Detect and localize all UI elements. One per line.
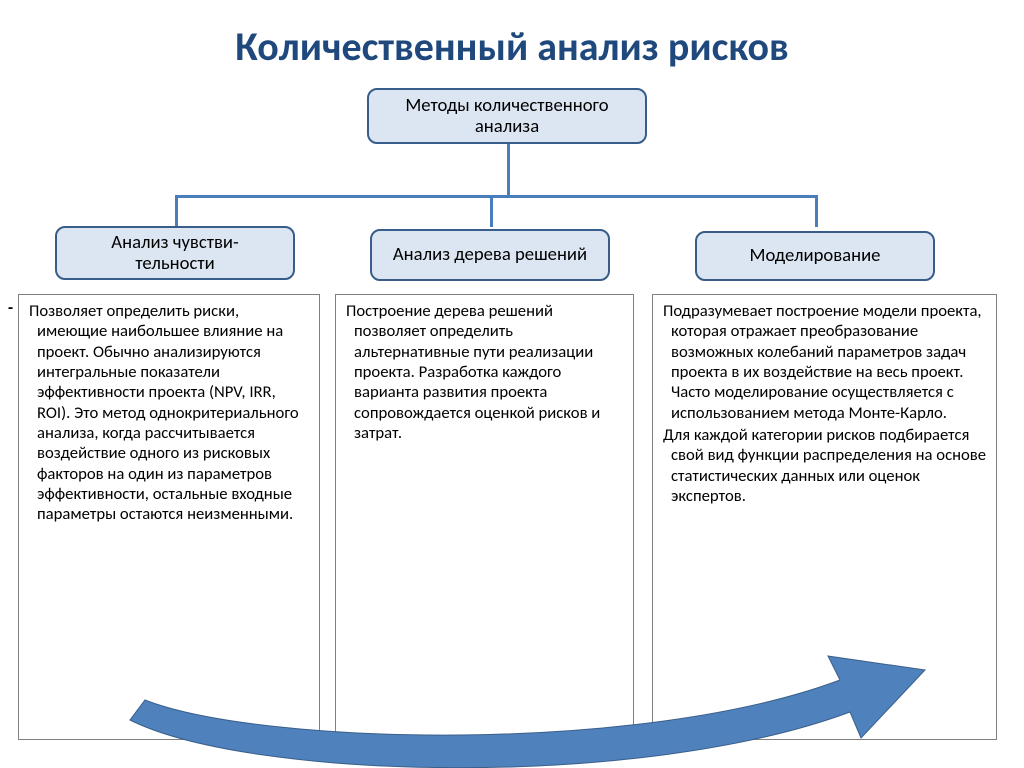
- slide: Количественный анализ рисков Методы коли…: [0, 0, 1024, 768]
- swoosh-arrow: [0, 0, 1024, 768]
